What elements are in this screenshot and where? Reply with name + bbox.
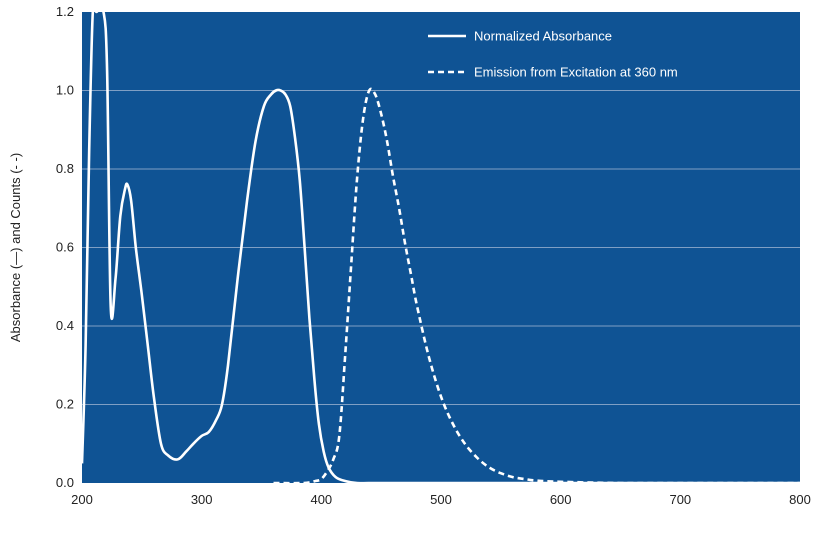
x-tick-label: 500 [430, 492, 452, 507]
series-layer [82, 12, 800, 483]
y-tick-label: 0.6 [56, 240, 74, 255]
legend-label: Emission from Excitation at 360 nm [474, 65, 678, 80]
y-tick-label: 0.2 [56, 397, 74, 412]
y-tick-label: 0.0 [56, 475, 74, 490]
legend-label: Normalized Absorbance [474, 29, 612, 44]
x-tick-label: 600 [550, 492, 572, 507]
gridlines [82, 90, 800, 405]
y-axis-ticks: 0.0 0.2 0.4 0.6 0.8 1.0 1.2 [56, 4, 74, 490]
y-tick-label: 0.8 [56, 161, 74, 176]
y-tick-label: 0.4 [56, 318, 74, 333]
y-tick-label: 1.2 [56, 4, 74, 19]
absorbance-series-line [82, 12, 800, 483]
x-tick-label: 400 [310, 492, 332, 507]
emission-series-line [273, 87, 800, 483]
x-tick-label: 700 [669, 492, 691, 507]
x-tick-label: 200 [71, 492, 93, 507]
x-tick-label: 300 [191, 492, 213, 507]
y-tick-label: 1.0 [56, 83, 74, 98]
x-tick-label: 800 [789, 492, 811, 507]
x-axis-ticks: 200 300 400 500 600 700 800 [71, 492, 811, 507]
y-axis-title: Absorbance (—) and Counts (- -) [8, 153, 23, 342]
legend: Normalized Absorbance Emission from Excit… [428, 29, 678, 80]
